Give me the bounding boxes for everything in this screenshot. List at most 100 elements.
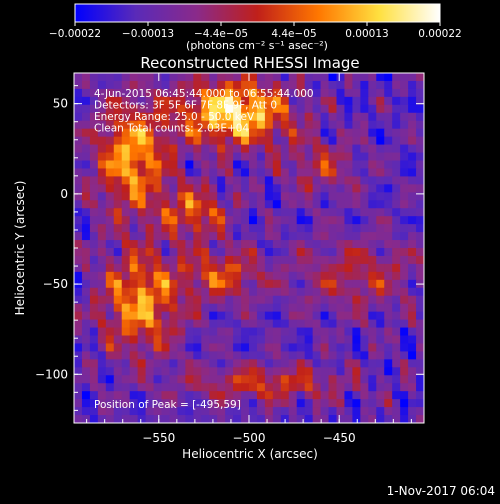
heatmap-cell: [264, 184, 274, 193]
heatmap-cell: [328, 303, 338, 313]
heatmap-cell: [376, 255, 385, 265]
heatmap-cell: [89, 248, 99, 257]
heatmap-cell: [241, 208, 250, 217]
heatmap-cell: [368, 295, 377, 305]
heatmap-cell: [225, 160, 234, 170]
heatmap-cell: [89, 232, 99, 241]
heatmap-cell: [233, 232, 242, 241]
heatmap-cell: [264, 152, 274, 162]
heatmap-cell: [217, 192, 226, 201]
heatmap-cell: [241, 391, 250, 400]
heatmap-cell: [296, 192, 306, 201]
heatmap-cell: [352, 279, 361, 289]
heatmap-cell: [264, 224, 274, 233]
heatmap-cell: [97, 343, 107, 352]
heatmap-cell: [97, 295, 107, 305]
heatmap-cell: [145, 359, 155, 368]
heatmap-cell: [129, 359, 139, 368]
heatmap-cell: [368, 192, 377, 201]
heatmap-cell: [256, 415, 266, 423]
heatmap-cell: [145, 319, 155, 329]
heatmap-cell: [225, 240, 234, 249]
heatmap-cell: [392, 271, 401, 281]
heatmap-cell: [169, 248, 178, 257]
heatmap-cell: [89, 112, 99, 122]
heatmap-cell: [304, 200, 314, 209]
heatmap-cell: [129, 224, 139, 233]
heatmap-cell: [336, 120, 346, 130]
heatmap-cell: [344, 136, 353, 146]
heatmap-cell: [209, 319, 218, 329]
heatmap-cell: [145, 112, 155, 122]
heatmap-cell: [296, 255, 306, 265]
heatmap-cell: [352, 152, 361, 162]
heatmap-cell: [105, 319, 115, 329]
heatmap-cell: [376, 399, 385, 408]
heatmap-cell: [256, 96, 266, 106]
heatmap-cell: [193, 208, 202, 217]
heatmap-cell: [352, 407, 361, 416]
heatmap-cell: [217, 327, 226, 337]
heatmap-cell: [272, 343, 282, 352]
heatmap-cell: [376, 335, 385, 345]
heatmap-cell: [264, 327, 274, 337]
heatmap-cell: [408, 96, 417, 106]
heatmap-cell: [217, 311, 226, 321]
heatmap-cell: [249, 224, 258, 233]
heatmap-cell: [129, 248, 139, 257]
heatmap-cell: [241, 104, 250, 114]
heatmap-cell: [185, 327, 194, 337]
heatmap-cell: [264, 263, 274, 273]
heatmap-cell: [256, 295, 266, 305]
heatmap-cell: [113, 152, 123, 162]
heatmap-cell: [113, 208, 123, 217]
heatmap-cell: [129, 80, 139, 90]
heatmap-cell: [272, 319, 282, 329]
heatmap-cell: [185, 80, 194, 90]
heatmap-cell: [328, 359, 338, 368]
heatmap-cell: [153, 152, 163, 162]
heatmap-cell: [97, 255, 107, 265]
heatmap-cell: [225, 415, 234, 423]
heatmap-cell: [97, 335, 107, 345]
heatmap-cell: [384, 80, 393, 90]
heatmap-cell: [105, 311, 115, 321]
heatmap-cell: [384, 359, 393, 368]
heatmap-cell: [137, 335, 147, 345]
heatmap-cell: [312, 112, 322, 122]
heatmap-cell: [400, 112, 409, 122]
heatmap-cell: [105, 335, 115, 345]
heatmap-cell: [368, 383, 377, 392]
heatmap-cell: [384, 144, 393, 154]
heatmap-cell: [312, 295, 322, 305]
heatmap-cell: [256, 287, 266, 297]
heatmap-cell: [225, 263, 234, 273]
heatmap-cell: [185, 303, 194, 313]
heatmap-cell: [209, 88, 218, 98]
heatmap-cell: [145, 208, 155, 217]
heatmap-cell: [121, 120, 131, 130]
heatmap-cell: [241, 287, 250, 297]
heatmap-cell: [89, 271, 99, 281]
heatmap-cell: [201, 104, 210, 114]
heatmap-cell: [145, 96, 155, 106]
heatmap-cell: [145, 287, 155, 297]
heatmap-cell: [177, 160, 186, 170]
heatmap-cell: [256, 327, 266, 337]
heatmap-cell: [225, 112, 234, 122]
heatmap-cell: [121, 367, 131, 376]
heatmap-cell: [384, 271, 393, 281]
heatmap-cell: [97, 192, 107, 201]
heatmap-cell: [288, 184, 298, 193]
heatmap-cell: [105, 96, 115, 106]
heatmap-cell: [280, 200, 290, 209]
heatmap-cell: [312, 168, 322, 177]
heatmap-cell: [360, 216, 369, 225]
heatmap-cell: [129, 279, 139, 289]
heatmap-cell: [161, 80, 171, 90]
heatmap-cell: [336, 152, 346, 162]
heatmap-cell: [392, 391, 401, 400]
heatmap-cell: [376, 80, 385, 90]
heatmap-cell: [97, 319, 107, 329]
y-tick-label: 50: [53, 97, 68, 111]
